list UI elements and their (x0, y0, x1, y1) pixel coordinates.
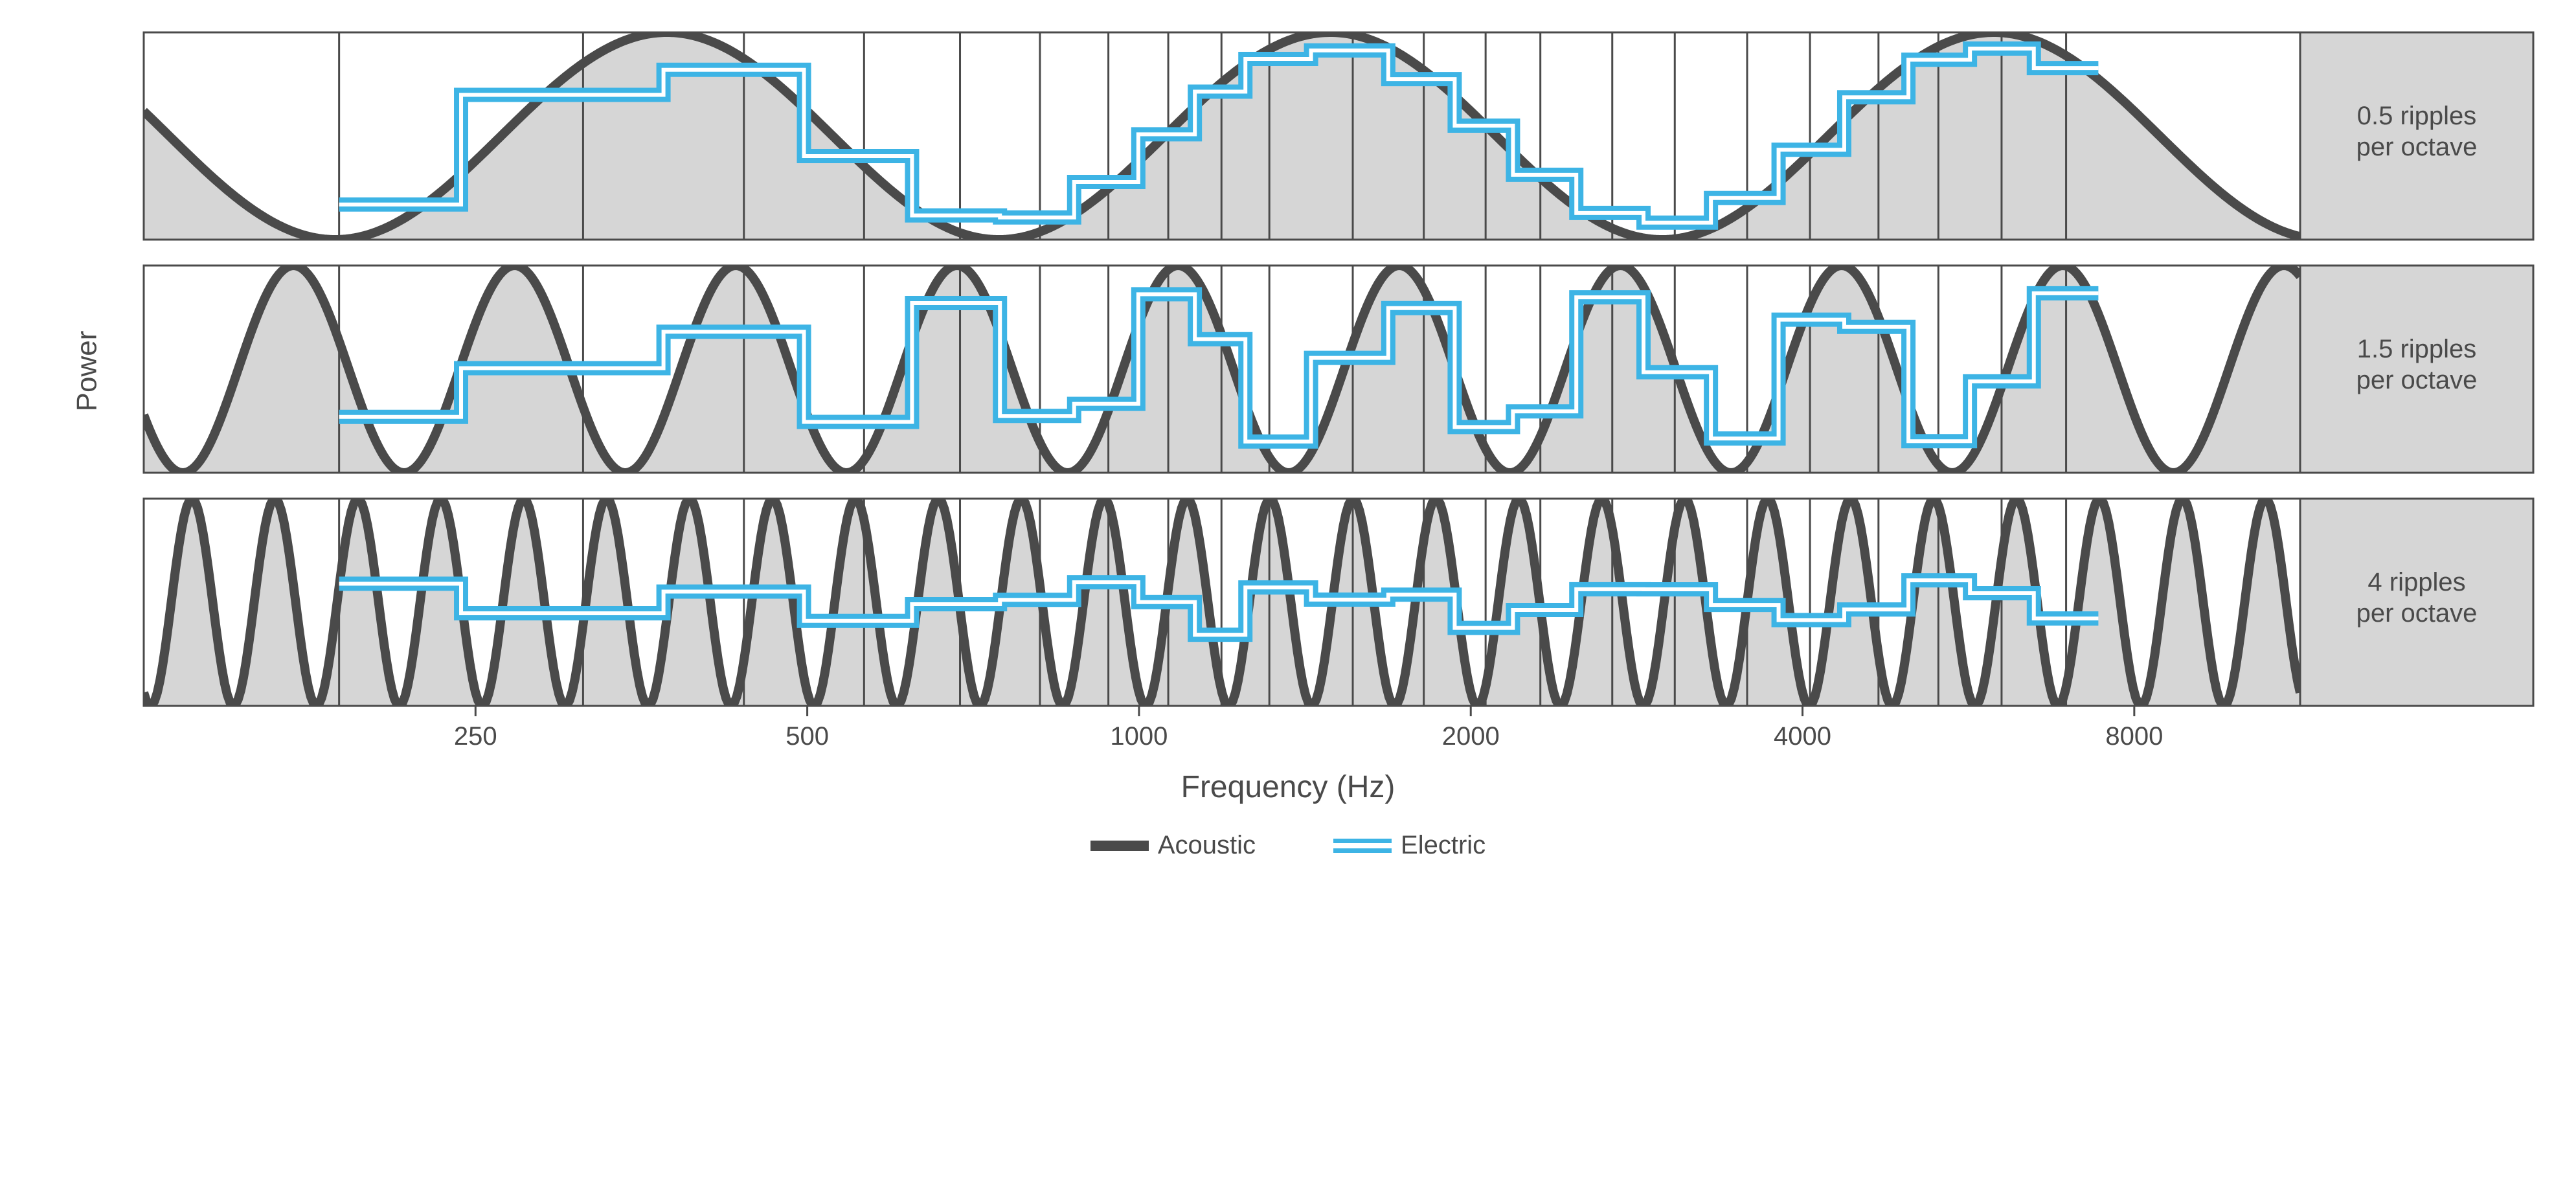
legend-label-acoustic: Acoustic (1158, 831, 1256, 860)
svg-text:1000: 1000 (1110, 722, 1168, 751)
ripple-spectrum-figure: Power 0.5 ripplesper octave1.5 ripplespe… (40, 13, 2536, 860)
legend-label-electric: Electric (1401, 831, 1486, 860)
legend-swatch-acoustic (1090, 841, 1149, 851)
svg-text:500: 500 (785, 722, 829, 751)
legend-item-acoustic: Acoustic (1090, 831, 1256, 860)
svg-text:2000: 2000 (1442, 722, 1500, 751)
legend: Acoustic Electric (40, 831, 2536, 860)
svg-text:8000: 8000 (2105, 722, 2163, 751)
legend-swatch-electric (1333, 839, 1392, 853)
chart-svg: 0.5 ripplesper octave1.5 ripplesper octa… (40, 13, 2536, 764)
legend-item-electric: Electric (1333, 831, 1486, 860)
x-axis-label: Frequency (Hz) (40, 769, 2536, 805)
y-axis-label: Power (71, 331, 103, 412)
svg-text:4000: 4000 (1774, 722, 1831, 751)
svg-text:250: 250 (454, 722, 497, 751)
